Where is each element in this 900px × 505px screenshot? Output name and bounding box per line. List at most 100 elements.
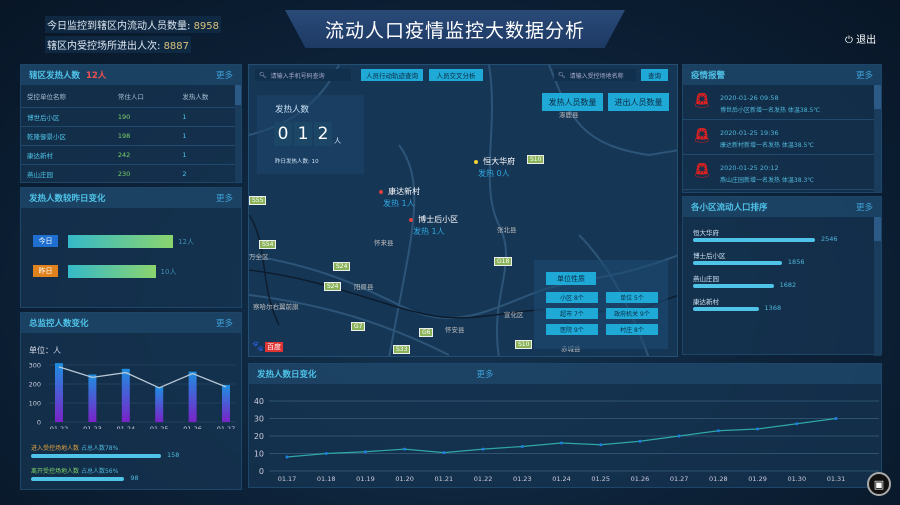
highway-badge: S10 [515,340,533,349]
more-link[interactable]: 更多 [855,71,873,81]
map-marker[interactable]: 博士后小区 发热 1人 [409,207,458,237]
alert-item[interactable]: 🚨︎ 2020-01-26 09:58 博世后小区新增一名发热 体温38.5℃ [683,85,881,120]
table-row[interactable]: 乾隆御景小区 198 1 [21,125,241,145]
alarm-icon: 🚨︎ [693,128,711,144]
alert-item[interactable]: 🚨︎ 2020-01-25 19:36 康达新村新增一名发热 体温38.5℃ [683,120,881,155]
data-point [599,443,603,447]
digit: 1 [294,122,312,146]
marker-dot-icon [474,160,478,164]
page-title: 流动人口疫情监控大数据分析 [285,10,625,48]
fever-compare-panel: 发热人数较昨日变化 更多 今日 12人 昨日 10人 [20,187,242,308]
x-tick: 01.26 [183,425,202,429]
ranking-value: 1682 [779,281,797,289]
bar [188,371,197,422]
unit-type-item[interactable]: 村庄 8个 [606,324,658,335]
y-tick: 200 [29,381,41,389]
unit-name: 康达新村 [21,144,112,164]
data-point [560,441,563,445]
resident-count: 242 [111,144,177,164]
alert-panel: 疫情报警 更多 🚨︎ 2020-01-26 09:58 博世后小区新增一名发热 体温3… [682,64,882,193]
unit-type-item[interactable]: 超市 7个 [546,308,598,319]
unit-type-item[interactable]: 小区 8个 [546,292,598,303]
scrollbar[interactable] [874,85,881,192]
panel-title: 疫情报警 [691,71,726,81]
data-point [442,451,446,455]
monitor-bar-chart: 0 100 200 300 01.22 01.23 01.24 01.25 01.26 01.27 [29,362,236,429]
y-tick: 10 [254,450,264,459]
more-link[interactable]: 更多 [215,71,233,81]
table-row[interactable]: 康达新村 242 1 [21,144,241,164]
in-value: 158 [167,451,180,459]
out-value: 98 [130,474,139,482]
alert-time: 2020-01-25 19:36 [720,129,779,137]
x-tick: 01.25 [591,475,610,483]
track-query-button[interactable]: 人员行动轨迹查询 [361,69,423,81]
ranking-name: 恒大华府 [693,229,719,237]
fever-total: 12人 [85,71,107,81]
x-tick: 01.30 [787,475,806,483]
more-link[interactable]: 更多 [215,194,233,204]
ranking-name: 燕山庄园 [693,275,719,283]
more-link[interactable]: 更多 [215,319,233,329]
table-row[interactable]: 博世后小区 190 1 [21,106,241,126]
more-link[interactable]: 更多 [855,203,873,213]
today-bar [68,235,173,248]
map-panel[interactable]: 🔍︎ 请输入手机号码查询 人员行动轨迹查询 人员交叉分析 🔍︎ 请输入受控场地名称 … [248,64,678,357]
x-tick: 01.21 [435,475,454,483]
inout-count-button[interactable]: 进出人员数量 [608,93,669,111]
x-tick: 01.28 [709,475,728,483]
alarm-icon: 🚨︎ [693,93,711,109]
data-point [638,439,642,443]
phone-search-input[interactable]: 🔍︎ 请输入手机号码查询 [255,69,351,81]
place-search-input[interactable]: 🔍︎ 请输入受控场地名称 [554,69,636,81]
image-icon[interactable]: ▣ [867,472,891,496]
placeholder: 请输入受控场地名称 [569,72,624,80]
x-tick: 01.23 [83,425,102,429]
unit-type-item[interactable]: 单位 5个 [606,292,658,303]
fever-count-button[interactable]: 发热人员数量 [542,93,603,111]
alert-time: 2020-01-26 09:58 [720,94,779,102]
map-marker[interactable]: 康达新村 发热 1人 [379,179,420,209]
x-tick: 01.22 [50,425,69,429]
scrollbar[interactable] [235,85,241,182]
unit-type-item[interactable]: 政府机关 9个 [606,308,658,319]
out-bar [31,477,125,481]
ranking-bar [693,284,774,288]
resident-count: 190 [111,106,177,126]
place-fever: 发热 1人 [413,227,445,236]
panel-title: 发热人数日变化 [257,370,317,380]
exit-button[interactable]: ⏻ 退出 [845,31,876,46]
monitor-panel: 总监控人数变化 更多 单位：人 0 100 200 300 01.22 01.23 01.24… [20,312,242,490]
map-roads [249,65,677,356]
digit: 2 [314,122,332,146]
cross-analysis-button[interactable]: 人员交叉分析 [429,69,483,81]
x-tick: 01.17 [278,475,297,483]
data-point [403,447,407,451]
ranking-bar [693,307,759,311]
x-tick: 01.27 [217,425,236,429]
y-tick: 300 [29,362,41,370]
highway-badge: S10 [527,155,545,164]
query-button[interactable]: 查询 [641,69,668,81]
map-marker[interactable]: 恒大华府 发热 0人 [474,149,515,179]
x-tick: 01.23 [513,475,532,483]
yesterday-tag: 昨日 [33,265,58,277]
out-label: 离开受控场地人数 [31,468,80,475]
yesterday-bar [68,265,156,278]
scrollbar[interactable] [874,217,881,356]
y-tick: 20 [254,432,264,441]
stat-value: 8887 [163,41,190,52]
unit-type-title[interactable]: 单位性质 [546,272,596,285]
town-label: 赤城县 [561,345,581,353]
column-header: 常住人口 [117,92,144,101]
table-row[interactable]: 燕山庄园 230 2 [21,163,241,182]
alert-item[interactable]: 🚨︎ 2020-01-25 20:12 燕山庄园新增一名发热 体温38.3℃ [683,155,881,190]
alert-text: 博世后小区新增一名发热 体温38.5℃ [720,107,821,114]
more-link[interactable]: 更多 [476,370,494,380]
unit-name: 博世后小区 [21,106,112,126]
unit-type-item[interactable]: 医院 9个 [546,324,598,335]
alert-text: 康达新村新增一名发热 体温38.5℃ [720,142,815,149]
fever-count: 1 [176,125,241,145]
data-point [756,427,760,431]
town-label: 怀来县 [374,239,394,247]
